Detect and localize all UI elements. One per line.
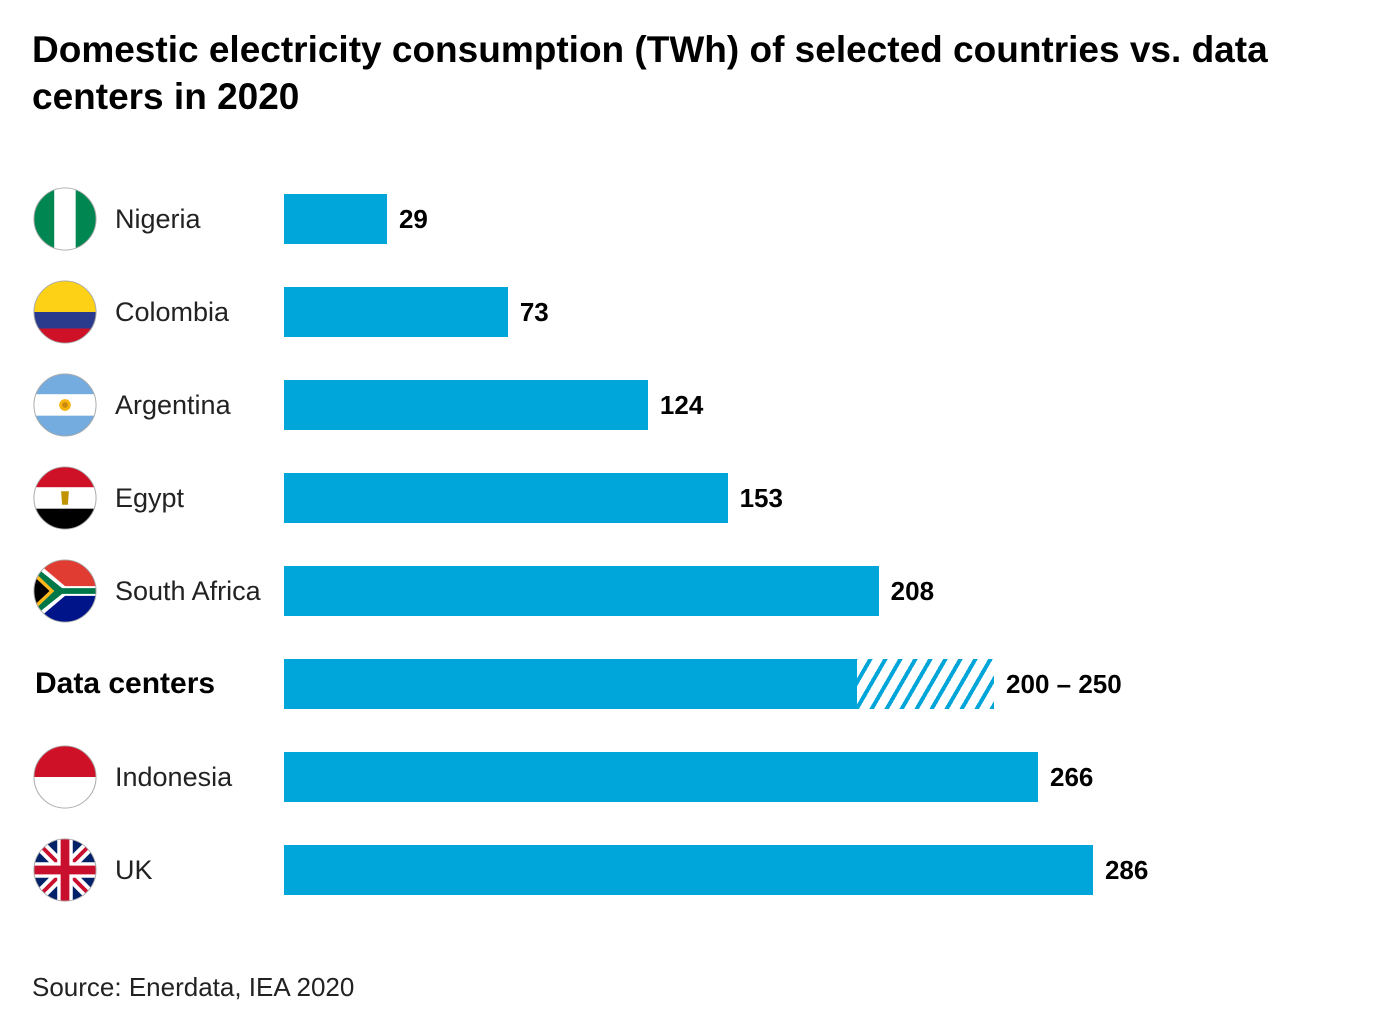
bar-row: Argentina 124 (0, 373, 1400, 437)
source-note: Source: Enerdata, IEA 2020 (32, 972, 355, 1002)
bar (284, 659, 857, 709)
nigeria-flag-icon (33, 187, 97, 251)
bar (284, 380, 648, 430)
bar (284, 287, 508, 337)
bar-row: Colombia 73 (0, 280, 1400, 344)
value-label: 200 – 250 (1006, 669, 1122, 699)
value-label: 29 (398, 204, 428, 234)
colombia-flag-icon (33, 280, 97, 344)
category-label: South Africa (115, 576, 261, 606)
category-label: Argentina (115, 390, 231, 420)
south-africa-flag-icon (33, 559, 97, 623)
bar-row: Data centers 200 – 250 (0, 654, 1400, 714)
bar-row: Egypt 153 (0, 466, 1400, 530)
bar (284, 194, 387, 244)
value-label: 124 (659, 390, 704, 420)
value-label: 73 (519, 297, 549, 327)
value-label: 153 (739, 483, 783, 513)
value-label: 208 (890, 576, 935, 606)
bar-row: UK 286 (0, 838, 1400, 902)
category-label: Indonesia (115, 762, 233, 792)
indonesia-flag-icon (33, 745, 97, 809)
category-label: Nigeria (115, 204, 201, 234)
bar (284, 752, 1038, 802)
bar-row: Indonesia 266 (0, 745, 1400, 809)
value-label: 266 (1050, 762, 1094, 792)
uk-flag-icon (33, 838, 97, 902)
bar (284, 473, 728, 523)
egypt-flag-icon (33, 466, 97, 530)
bar-row: South Africa 208 (0, 559, 1400, 623)
value-label: 286 (1104, 855, 1149, 885)
bar-range-hatch (856, 659, 995, 709)
category-label: Data centers (35, 667, 216, 700)
category-label: Egypt (115, 483, 185, 513)
chart-title: Domestic electricity consumption (TWh) o… (32, 29, 1268, 117)
category-label: UK (115, 855, 153, 885)
argentina-flag-icon (33, 373, 97, 437)
bar (284, 566, 879, 616)
category-label: Colombia (115, 297, 230, 327)
bar (284, 845, 1093, 895)
bar-row: Nigeria 29 (0, 187, 1400, 251)
